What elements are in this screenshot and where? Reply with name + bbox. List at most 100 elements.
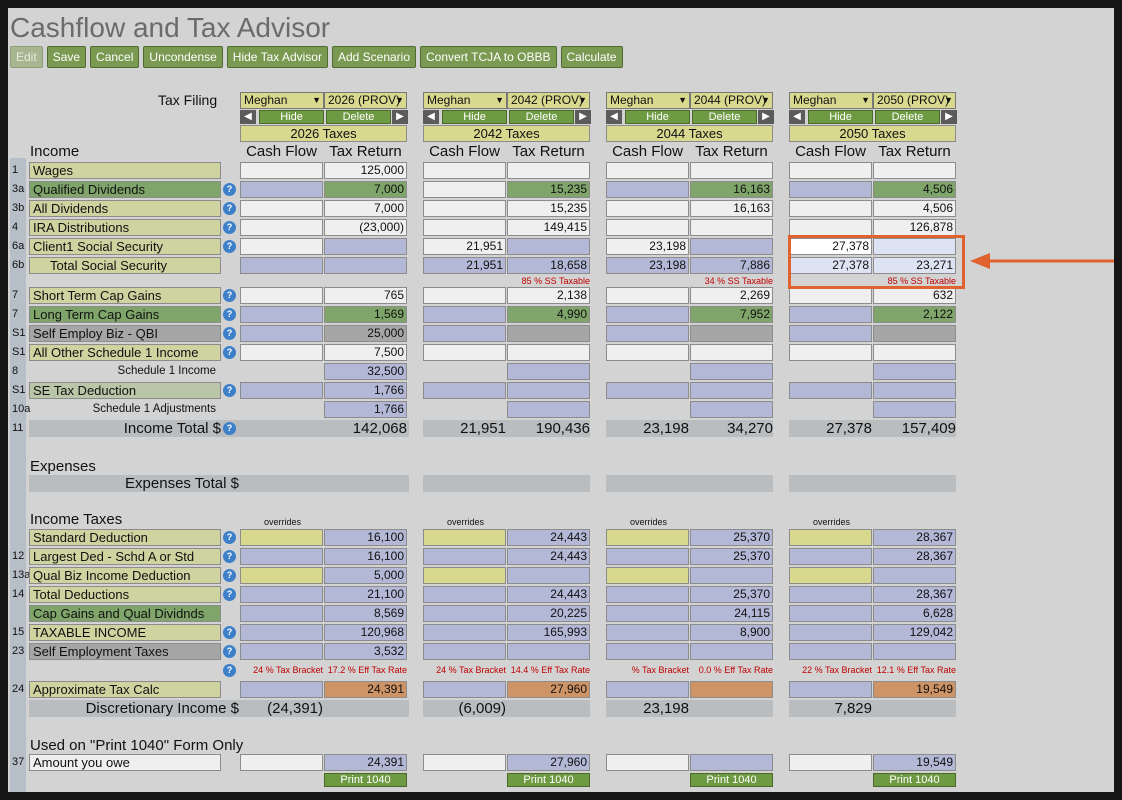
income-row-cell[interactable] xyxy=(423,219,506,236)
person-select[interactable]: Meghan ▼ xyxy=(789,92,873,109)
help-icon[interactable]: ? xyxy=(223,645,236,658)
income-row-cell[interactable] xyxy=(240,219,323,236)
tax-row-cell[interactable] xyxy=(606,529,689,546)
income-row-cell[interactable] xyxy=(240,162,323,179)
help-icon[interactable]: ? xyxy=(223,531,236,544)
income-row-cell[interactable] xyxy=(873,162,956,179)
convert-tcja-to-obbb-button[interactable]: Convert TCJA to OBBB xyxy=(420,46,557,68)
hide-button[interactable]: Hide xyxy=(808,110,873,124)
tax-row-cell[interactable] xyxy=(240,529,323,546)
delete-button[interactable]: Delete xyxy=(326,110,391,124)
hide-button[interactable]: Hide xyxy=(259,110,324,124)
prev-arrow-icon[interactable]: ◀ xyxy=(423,110,439,124)
help-icon[interactable]: ? xyxy=(223,422,236,435)
help-icon[interactable]: ? xyxy=(223,289,236,302)
next-arrow-icon[interactable]: ▶ xyxy=(575,110,591,124)
person-select[interactable]: Meghan ▼ xyxy=(240,92,324,109)
year-select[interactable]: 2026 (PROV) ▼ xyxy=(324,92,407,109)
help-icon[interactable]: ? xyxy=(223,664,236,677)
income-row-cell[interactable] xyxy=(873,344,956,361)
tax-row-cell[interactable] xyxy=(606,567,689,584)
income-row-cell[interactable] xyxy=(423,181,506,198)
help-icon[interactable]: ? xyxy=(223,327,236,340)
income-row-cell[interactable] xyxy=(789,200,872,217)
income-row-cell[interactable] xyxy=(606,344,689,361)
help-icon[interactable]: ? xyxy=(223,550,236,563)
help-icon[interactable]: ? xyxy=(223,202,236,215)
help-icon[interactable]: ? xyxy=(223,384,236,397)
income-row-cell[interactable]: (23,000) xyxy=(324,219,407,236)
income-row-cell[interactable] xyxy=(240,200,323,217)
income-row-cell[interactable] xyxy=(423,162,506,179)
income-row-cell[interactable] xyxy=(606,162,689,179)
income-row-cell[interactable] xyxy=(507,162,590,179)
income-row-cell[interactable] xyxy=(606,219,689,236)
tax-row-cell[interactable] xyxy=(240,567,323,584)
income-row-cell[interactable]: 149,415 xyxy=(507,219,590,236)
print-1040-button[interactable]: Print 1040 xyxy=(690,773,773,787)
income-row-cell[interactable]: 21,951 xyxy=(423,238,506,255)
income-row-cell[interactable] xyxy=(690,219,773,236)
income-row-cell[interactable] xyxy=(789,219,872,236)
income-row-cell[interactable] xyxy=(240,344,323,361)
next-arrow-icon[interactable]: ▶ xyxy=(392,110,408,124)
print-1040-button[interactable]: Print 1040 xyxy=(324,773,407,787)
help-icon[interactable]: ? xyxy=(223,308,236,321)
income-row-cell[interactable] xyxy=(789,287,872,304)
year-select[interactable]: 2042 (PROV) ▼ xyxy=(507,92,590,109)
hide-tax-advisor-button[interactable]: Hide Tax Advisor xyxy=(226,46,328,68)
income-row-cell[interactable] xyxy=(423,200,506,217)
calculate-button[interactable]: Calculate xyxy=(560,46,623,68)
help-icon[interactable]: ? xyxy=(223,588,236,601)
next-arrow-icon[interactable]: ▶ xyxy=(941,110,957,124)
income-row-cell[interactable]: 15,235 xyxy=(507,200,590,217)
income-row-cell[interactable]: 7,500 xyxy=(324,344,407,361)
income-row-cell[interactable] xyxy=(690,162,773,179)
income-row-cell[interactable]: 23,198 xyxy=(606,238,689,255)
hide-button[interactable]: Hide xyxy=(442,110,507,124)
income-row-cell[interactable] xyxy=(423,287,506,304)
tax-row-cell[interactable] xyxy=(789,529,872,546)
income-row-cell[interactable] xyxy=(240,238,323,255)
help-icon[interactable]: ? xyxy=(223,346,236,359)
person-select[interactable]: Meghan ▼ xyxy=(606,92,690,109)
income-row-cell[interactable] xyxy=(690,344,773,361)
prev-arrow-icon[interactable]: ◀ xyxy=(789,110,805,124)
help-icon[interactable]: ? xyxy=(223,221,236,234)
income-row-cell[interactable] xyxy=(240,287,323,304)
income-row-cell[interactable] xyxy=(606,200,689,217)
prev-arrow-icon[interactable]: ◀ xyxy=(606,110,622,124)
income-row-cell[interactable]: 4,506 xyxy=(873,200,956,217)
income-row-cell[interactable]: 126,878 xyxy=(873,219,956,236)
tax-row-cell[interactable] xyxy=(423,567,506,584)
income-row-cell[interactable] xyxy=(789,344,872,361)
income-row-cell[interactable]: 632 xyxy=(873,287,956,304)
help-icon[interactable]: ? xyxy=(223,183,236,196)
hide-button[interactable]: Hide xyxy=(625,110,690,124)
income-row-cell[interactable] xyxy=(507,344,590,361)
print-1040-button[interactable]: Print 1040 xyxy=(873,773,956,787)
delete-button[interactable]: Delete xyxy=(509,110,574,124)
year-select[interactable]: 2050 (PROV) ▼ xyxy=(873,92,956,109)
next-arrow-icon[interactable]: ▶ xyxy=(758,110,774,124)
income-row-cell[interactable]: 125,000 xyxy=(324,162,407,179)
add-scenario-button[interactable]: Add Scenario xyxy=(331,46,416,68)
save-button[interactable]: Save xyxy=(46,46,87,68)
person-select[interactable]: Meghan ▼ xyxy=(423,92,507,109)
help-icon[interactable]: ? xyxy=(223,240,236,253)
income-row-cell[interactable] xyxy=(423,344,506,361)
prev-arrow-icon[interactable]: ◀ xyxy=(240,110,256,124)
delete-button[interactable]: Delete xyxy=(875,110,940,124)
help-icon[interactable]: ? xyxy=(223,569,236,582)
income-row-cell[interactable] xyxy=(789,162,872,179)
tax-row-cell[interactable] xyxy=(789,567,872,584)
tax-row-cell[interactable] xyxy=(423,529,506,546)
uncondense-button[interactable]: Uncondense xyxy=(143,46,223,68)
print-1040-button[interactable]: Print 1040 xyxy=(507,773,590,787)
income-row-cell[interactable]: 16,163 xyxy=(690,200,773,217)
income-row-cell[interactable]: 2,269 xyxy=(690,287,773,304)
income-row-cell[interactable]: 7,000 xyxy=(324,200,407,217)
help-icon[interactable]: ? xyxy=(223,626,236,639)
delete-button[interactable]: Delete xyxy=(692,110,757,124)
edit-button[interactable]: Edit xyxy=(10,46,43,68)
